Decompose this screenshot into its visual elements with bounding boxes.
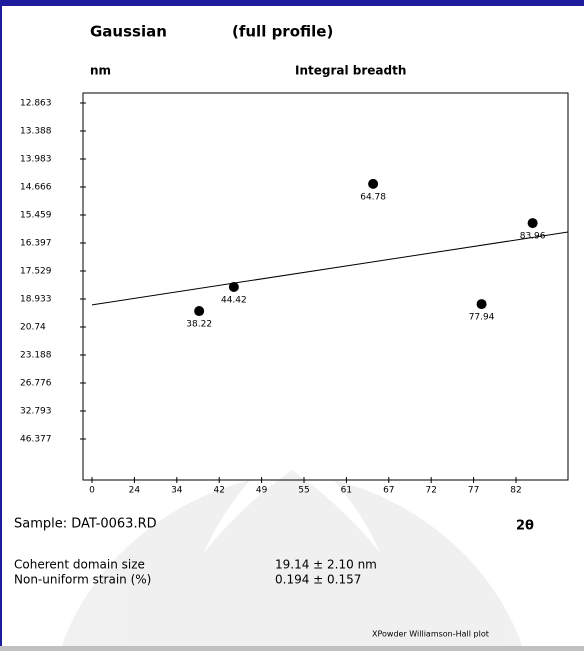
x-tick-label: 77 [468,486,479,496]
point [527,218,538,229]
y-tick-label: 14.666 [20,183,52,193]
x-tick-label: 49 [256,486,268,496]
point [228,281,239,292]
y-tick-label: 15.459 [20,211,52,221]
point-label: 44.42 [221,295,247,305]
y-tick-label: 32.793 [20,407,52,417]
point [368,178,379,189]
window-border [0,6,2,651]
x-tick-label: 0 [89,486,95,496]
y-tick-label: 18.933 [20,295,52,305]
x-tick-label: 34 [171,486,183,496]
result-value: 19.14 ± 2.10 nm [275,558,377,572]
y-unit: nm [90,64,111,78]
point-label: 38.22 [186,320,212,330]
point-label: 64.78 [360,192,386,202]
y-tick-label: 13.983 [20,155,52,165]
x-tick-label: 55 [298,486,309,496]
y-tick-label: 20.74 [20,323,46,333]
x-tick-label: 72 [425,486,436,496]
y-tick-label: 16.397 [20,239,52,249]
point [476,299,487,310]
y-tick-label: 13.388 [20,127,52,137]
point-label: 83.96 [520,232,546,242]
point-label: 77.94 [469,313,495,323]
result-label: Non-uniform strain (%) [14,573,151,587]
result-label: Coherent domain size [14,558,145,572]
fit-line [91,231,569,306]
sample-name: Sample: DAT-0063.RD [14,517,157,532]
x-tick-label: 61 [341,486,352,496]
x-tick-label: 67 [383,486,394,496]
x-tick-label: 42 [213,486,224,496]
watermark [60,470,524,651]
y-axis-title: Integral breadth [295,64,406,78]
y-tick-label: 46.377 [20,435,52,445]
chart-title: Gaussian [90,23,167,41]
y-tick-label: 26.776 [20,379,52,389]
plot-frame [82,92,569,481]
y-tick-label: 23.188 [20,351,52,361]
y-tick-label: 12.863 [20,99,52,109]
status-bar [0,646,584,651]
title-bar [0,0,584,6]
chart-subtitle: (full profile) [232,23,333,41]
x-tick-label: 24 [129,486,141,496]
x-axis-title: 2θ [516,519,534,534]
result-value: 0.194 ± 0.157 [275,573,361,587]
y-tick-label: 17.529 [20,267,52,277]
point [194,306,205,317]
footer: XPowder Williamson-Hall plot [372,630,489,639]
x-tick-label: 82 [510,486,521,496]
